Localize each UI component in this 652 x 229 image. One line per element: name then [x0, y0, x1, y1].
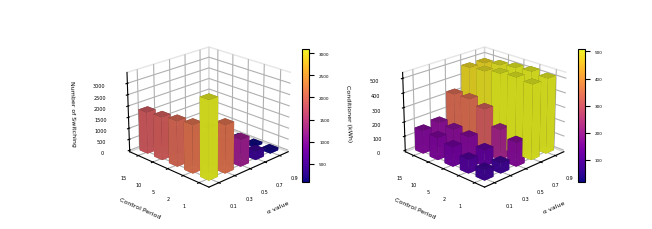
Y-axis label: Control Period: Control Period [118, 196, 160, 219]
Y-axis label: Control Period: Control Period [394, 196, 436, 219]
X-axis label: α value: α value [542, 200, 566, 214]
X-axis label: α value: α value [267, 200, 290, 214]
